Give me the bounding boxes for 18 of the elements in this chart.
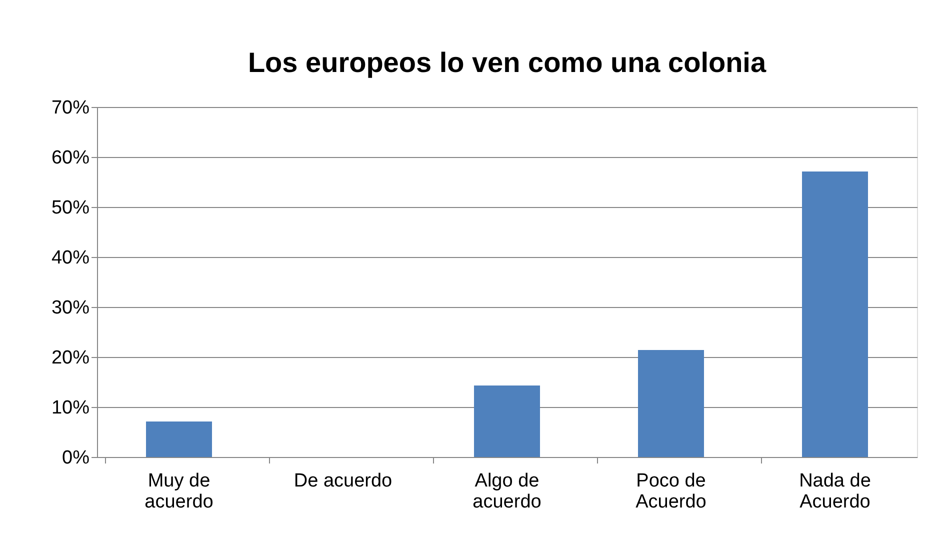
y-tick-label: 30% (51, 298, 90, 318)
x-tick-label: Poco de Acuerdo (636, 470, 706, 512)
y-tick-label: 10% (51, 398, 90, 418)
x-tick-label: Algo de acuerdo (472, 470, 542, 512)
y-tick-label: 0% (62, 448, 90, 468)
y-tick-label: 70% (51, 98, 90, 118)
bar (638, 350, 704, 457)
x-tick-label: Nada de Acuerdo (799, 470, 871, 512)
chart-title: Los europeos lo ven como una colonia (248, 47, 766, 78)
x-tick-label: Muy de acuerdo (144, 470, 214, 512)
bar (802, 172, 868, 457)
y-tick-label: 50% (51, 198, 90, 218)
y-tick-label: 60% (51, 148, 90, 168)
x-tick-label: De acuerdo (294, 470, 392, 492)
bar (146, 422, 212, 457)
y-tick-label: 40% (51, 248, 90, 268)
bar (474, 386, 540, 457)
y-tick-label: 20% (51, 348, 90, 368)
